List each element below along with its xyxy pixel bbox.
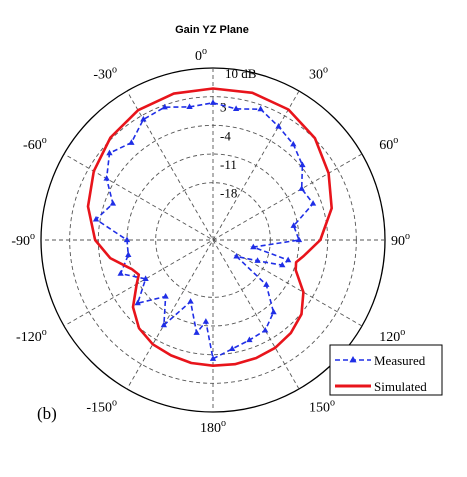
- measured-point: [106, 149, 113, 156]
- angle-tick-label: -90o: [11, 231, 35, 249]
- measured-point: [233, 252, 240, 259]
- unit-label: 10 dB: [225, 66, 257, 81]
- measured-point: [162, 292, 169, 299]
- measured-point: [125, 251, 132, 258]
- measured-point: [117, 270, 124, 276]
- angle-tick-label: 30o: [309, 65, 328, 83]
- measured-point: [109, 200, 117, 206]
- angle-tick-label: 90o: [391, 231, 410, 249]
- measured-point: [232, 105, 240, 112]
- measured-point: [279, 261, 286, 268]
- measured-point: [299, 161, 306, 168]
- measured-point: [209, 99, 217, 105]
- panel-label: (b): [37, 404, 57, 423]
- angle-tick-labels: 0o 30o 60o 90o 120o 150o 180o -150o -120o -90o -60…: [11, 46, 410, 436]
- measured-point: [263, 281, 270, 287]
- angle-tick-label: -60o: [23, 135, 47, 153]
- angle-tick-label: -120o: [16, 327, 47, 345]
- angle-tick-label: 60o: [379, 135, 398, 153]
- measured-point: [140, 115, 147, 122]
- measured-point: [309, 200, 317, 206]
- measured-point: [161, 103, 168, 110]
- legend-measured-triangle: [349, 356, 357, 363]
- measured-point: [186, 103, 193, 110]
- radial-tick-label: 3: [220, 100, 227, 115]
- chart-title: Gain YZ Plane: [175, 24, 249, 36]
- angle-tick-label: -30o: [93, 65, 117, 83]
- measured-series-line: [94, 101, 315, 361]
- angle-tick-label: 0o: [195, 46, 207, 64]
- legend-measured-label: Measured: [374, 353, 426, 368]
- measured-point: [134, 299, 141, 306]
- legend: Measured Simulated: [329, 344, 443, 396]
- measured-point: [298, 185, 305, 191]
- measured-point: [209, 355, 217, 361]
- grid-spoke: [126, 90, 300, 390]
- measured-point: [142, 275, 149, 282]
- measured-point: [285, 256, 292, 263]
- angle-tick-label: 150o: [309, 397, 335, 415]
- radial-tick-label: -18: [220, 186, 237, 201]
- measured-point: [160, 321, 168, 328]
- measured-point: [187, 298, 194, 304]
- measured-point: [103, 175, 110, 181]
- legend-simulated-label: Simulated: [374, 379, 427, 394]
- measured-point: [257, 105, 264, 112]
- legend-measured-marker: [335, 356, 371, 363]
- angle-tick-label: 120o: [379, 327, 405, 345]
- series-layer: [86, 87, 333, 367]
- measured-point: [250, 243, 257, 250]
- measured-point: [202, 318, 210, 324]
- measured-point: [275, 123, 282, 129]
- angle-tick-label: -150o: [86, 397, 117, 415]
- radial-tick-label: -11: [220, 157, 237, 172]
- measured-point: [246, 336, 253, 343]
- measured-point: [290, 140, 297, 147]
- measured-point: [92, 215, 100, 222]
- measured-point: [295, 236, 303, 243]
- measured-point: [229, 345, 236, 351]
- measured-point: [254, 257, 261, 263]
- measured-point: [290, 222, 297, 228]
- angle-tick-label: 180o: [200, 418, 226, 436]
- measured-point: [123, 236, 131, 243]
- measured-point: [262, 326, 269, 333]
- radial-tick-labels: 3 -4 -11 -18 10 dB: [220, 66, 257, 201]
- measured-point: [193, 329, 200, 335]
- measured-point: [270, 308, 277, 315]
- measured-point: [128, 139, 135, 145]
- polar-grid: [40, 67, 386, 413]
- radial-tick-label: -4: [220, 128, 231, 143]
- simulated-series-line: [86, 87, 333, 367]
